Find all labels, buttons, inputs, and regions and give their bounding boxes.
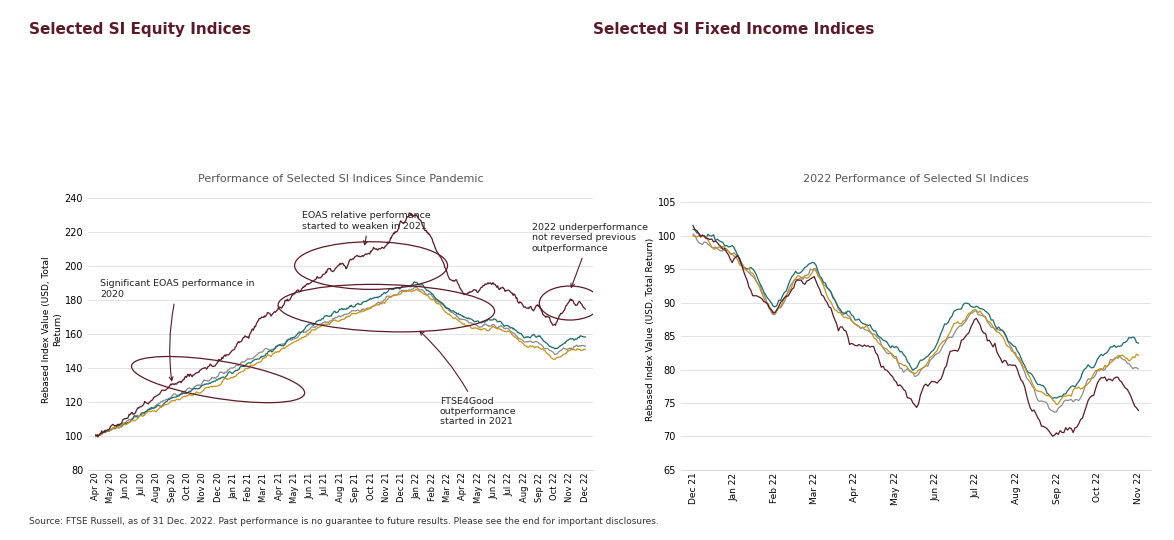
PAB (101, 427, 115, 434)
PAB (716, 247, 730, 254)
ALL WORLD (410, 286, 424, 293)
FTSE4GOOD (686, 226, 700, 233)
Line: FTSE4GOOD: FTSE4GOOD (693, 230, 1139, 399)
PAB (578, 342, 592, 349)
ALL WORLD (758, 299, 772, 306)
Line: ALL WORLD: ALL WORLD (96, 289, 585, 436)
FTSE4GOOD (1101, 347, 1115, 354)
EOAS (151, 391, 166, 397)
Text: 2022 underperformance
not reversed previous
outperformance: 2022 underperformance not reversed previ… (532, 223, 648, 287)
PAB (89, 434, 103, 440)
EOAS (1132, 407, 1146, 414)
ALL WORLD (578, 346, 592, 353)
FTSE4GOOD (407, 279, 421, 285)
Text: Selected SI Equity Indices: Selected SI Equity Indices (29, 22, 251, 37)
EOAS (578, 306, 592, 312)
FTSE4GOOD (90, 433, 104, 439)
ALL WORLD (707, 246, 721, 252)
Text: FTSE4Good
outperformance
started in 2021: FTSE4Good outperformance started in 2021 (420, 331, 517, 427)
PAB (410, 284, 424, 291)
PAB (1132, 366, 1146, 372)
ALL WORLD (838, 314, 852, 320)
FTSE4GOOD (837, 310, 851, 316)
EOAS (102, 426, 116, 433)
FTSE4GOOD (378, 290, 392, 296)
EOAS (716, 246, 730, 253)
Line: PAB: PAB (693, 234, 1139, 412)
FTSE4GOOD (704, 233, 718, 239)
FTSE4GOOD (980, 309, 994, 316)
EOAS (282, 297, 296, 303)
PAB (378, 296, 392, 303)
PAB (151, 401, 166, 407)
Text: Significant EOAS performance in
2020: Significant EOAS performance in 2020 (100, 279, 255, 381)
FTSE4GOOD (89, 431, 103, 438)
EOAS (1046, 433, 1060, 440)
EOAS (210, 361, 224, 367)
ALL WORLD (578, 346, 592, 353)
EOAS (196, 365, 210, 372)
FTSE4GOOD (578, 334, 592, 340)
ALL WORLD (151, 406, 166, 413)
FTSE4GOOD (757, 289, 771, 295)
EOAS (403, 210, 417, 217)
ALL WORLD (378, 300, 392, 307)
PAB (704, 244, 718, 251)
ALL WORLD (89, 433, 103, 439)
ALL WORLD (281, 342, 295, 349)
FTSE4GOOD (210, 376, 224, 383)
EOAS (757, 299, 771, 305)
PAB (1101, 362, 1115, 368)
PAB (837, 311, 851, 318)
Legend: EOAS, PAB, FTSE4GOOD, ALL WORLD: EOAS, PAB, FTSE4GOOD, ALL WORLD (776, 536, 1055, 540)
EOAS (90, 434, 104, 440)
PAB (757, 291, 771, 298)
ALL WORLD (101, 427, 115, 433)
PAB (281, 336, 295, 343)
Line: PAB: PAB (96, 287, 585, 437)
FTSE4GOOD (1132, 340, 1146, 347)
Legend: EOAS, PAB, FTSE4GOOD, ALL WORLD: EOAS, PAB, FTSE4GOOD, ALL WORLD (201, 536, 480, 540)
Line: ALL WORLD: ALL WORLD (693, 235, 1139, 404)
ALL WORLD (1132, 352, 1146, 359)
EOAS (704, 236, 718, 242)
Title: Performance of Selected SI Indices Since Pandemic: Performance of Selected SI Indices Since… (197, 174, 484, 184)
ALL WORLD (1104, 360, 1118, 366)
ALL WORLD (686, 233, 700, 239)
ALL WORLD (691, 232, 706, 239)
Line: FTSE4GOOD: FTSE4GOOD (96, 282, 585, 436)
EOAS (837, 327, 851, 333)
EOAS (686, 222, 700, 229)
FTSE4GOOD (102, 428, 116, 435)
Title: 2022 Performance of Selected SI Indices: 2022 Performance of Selected SI Indices (803, 174, 1028, 184)
ALL WORLD (717, 245, 731, 251)
Line: EOAS: EOAS (693, 226, 1139, 436)
EOAS (980, 338, 994, 344)
PAB (209, 375, 223, 381)
Y-axis label: Rebased Index Value (USD, Total Return): Rebased Index Value (USD, Total Return) (646, 238, 655, 421)
EOAS (1101, 376, 1115, 382)
ALL WORLD (209, 383, 223, 389)
PAB (578, 343, 592, 349)
Text: Source: FTSE Russell, as of 31 Dec. 2022. Past performance is no guarantee to fu: Source: FTSE Russell, as of 31 Dec. 2022… (29, 517, 659, 526)
FTSE4GOOD (196, 382, 210, 388)
EOAS (89, 432, 103, 438)
Line: EOAS: EOAS (96, 213, 585, 437)
Text: EOAS relative performance
started to weaken in 2021: EOAS relative performance started to wea… (302, 211, 431, 245)
Text: Selected SI Fixed Income Indices: Selected SI Fixed Income Indices (593, 22, 875, 37)
ALL WORLD (983, 318, 997, 325)
ALL WORLD (1050, 401, 1064, 408)
FTSE4GOOD (282, 336, 296, 342)
PAB (1047, 409, 1061, 415)
EOAS (378, 244, 392, 250)
PAB (686, 231, 700, 237)
FTSE4GOOD (151, 402, 166, 409)
PAB (980, 319, 994, 325)
FTSE4GOOD (1046, 395, 1060, 402)
Y-axis label: Rebased Index Value (USD, Total
Return): Rebased Index Value (USD, Total Return) (42, 256, 62, 403)
FTSE4GOOD (716, 239, 730, 246)
